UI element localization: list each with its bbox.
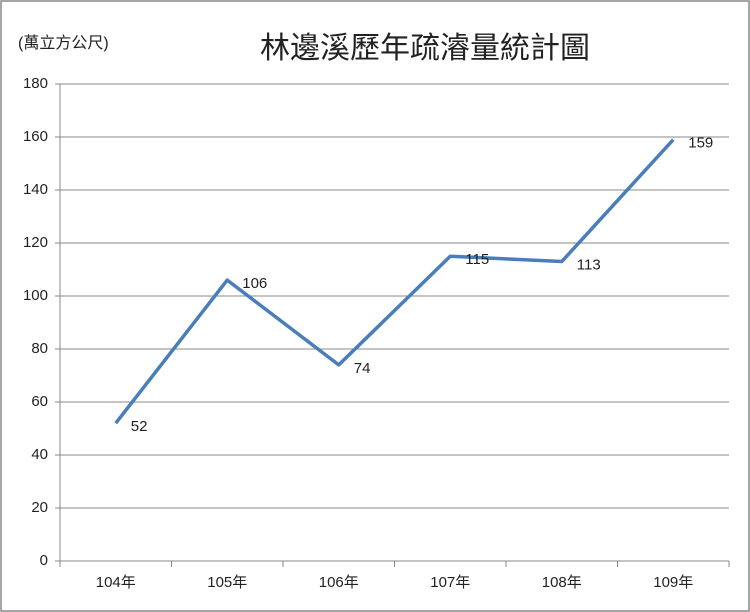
- y-tick-label: 20: [31, 499, 48, 516]
- y-tick-label: 100: [23, 287, 48, 304]
- x-tick-label: 108年: [542, 574, 582, 591]
- y-unit-label: (萬立方公尺): [18, 34, 109, 52]
- data-label: 115: [465, 251, 489, 268]
- x-tick-label: 106年: [319, 574, 359, 591]
- x-tick-label: 107年: [430, 574, 470, 591]
- y-tick-label: 80: [31, 340, 48, 357]
- y-tick-label: 120: [23, 234, 48, 251]
- chart-title: 林邊溪歷年疏濬量統計圖: [260, 32, 590, 65]
- data-label: 106: [242, 275, 267, 292]
- y-tick-label: 60: [31, 393, 48, 410]
- y-tick-label: 0: [40, 552, 48, 569]
- data-label: 52: [131, 418, 148, 435]
- data-label: 113: [577, 257, 601, 274]
- x-tick-label: 105年: [207, 574, 247, 591]
- x-tick-label: 109年: [653, 574, 693, 591]
- y-tick-label: 140: [23, 181, 48, 198]
- data-line: [114, 138, 675, 425]
- y-tick-label: 160: [23, 128, 48, 145]
- x-tick-label: 104年: [96, 574, 136, 591]
- y-tick-label: 180: [23, 75, 48, 92]
- y-tick-label: 40: [31, 446, 48, 463]
- data-label: 74: [354, 360, 371, 377]
- data-label: 159: [688, 135, 713, 152]
